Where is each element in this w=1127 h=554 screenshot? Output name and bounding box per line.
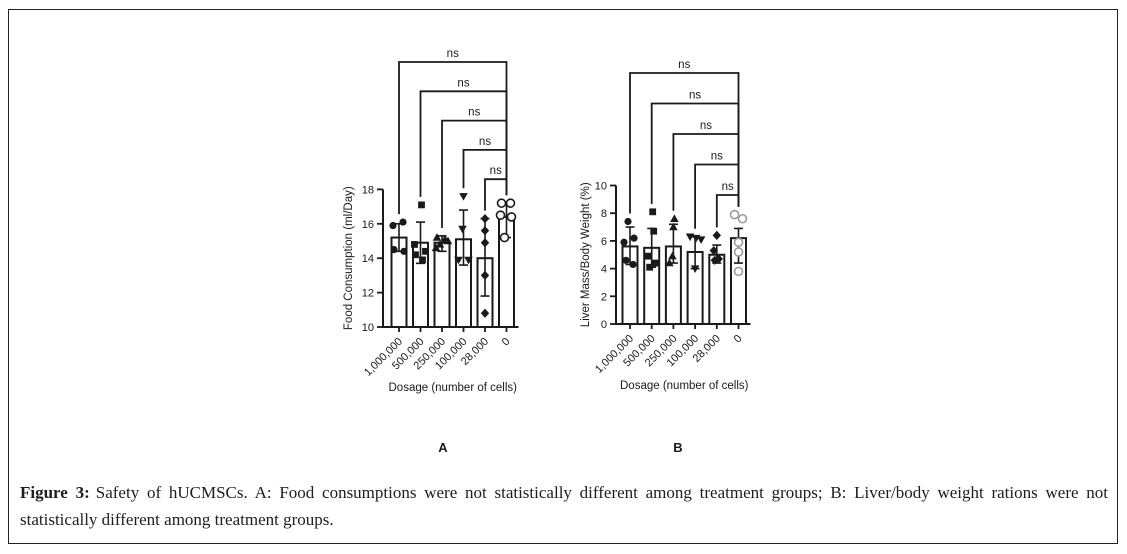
x-axis-label: Dosage (number of cells) [389, 382, 518, 394]
ns-label: ns [711, 151, 723, 163]
x-tick-label: 0 [500, 336, 513, 349]
y-tick-label: 0 [601, 319, 607, 331]
data-point-circle-icon [620, 238, 628, 246]
data-point-circle-icon [389, 221, 397, 230]
figure-caption: Figure 3: Safety of hUCMSCs. A: Food cons… [20, 479, 1108, 533]
data-point-triangle-down-icon [464, 256, 473, 265]
y-tick-label: 10 [595, 181, 607, 193]
data-point-triangle-icon [435, 240, 445, 248]
data-point-triangle-down-icon [454, 256, 463, 265]
data-point-open-circle-icon [499, 232, 510, 243]
data-point-open-circle-icon [733, 266, 744, 277]
data-point-diamond-icon [480, 226, 490, 236]
caption-label: Figure 3: [20, 483, 90, 502]
data-point-open-circle-icon [495, 210, 506, 220]
ns-bracket [715, 194, 740, 228]
data-point-circle-icon [399, 218, 407, 226]
data-point-circle-icon [400, 247, 408, 255]
data-point-open-circle-icon [506, 212, 517, 222]
data-point-square-icon [652, 259, 660, 267]
data-point-triangle-icon [665, 258, 674, 267]
data-point-square-icon [644, 252, 652, 260]
data-point-open-circle-icon [496, 198, 507, 208]
data-point-triangle-icon [431, 243, 441, 252]
data-point-square-icon [649, 208, 657, 216]
ns-label: ns [447, 48, 459, 60]
ns-bracket [484, 178, 508, 211]
charts-canvas: ns ns ns ns ns 10 12 14 16 18 Food Consumption (ml… [343, 48, 751, 455]
y-tick-label: 10 [362, 322, 374, 334]
y-tick-label: 6 [601, 236, 607, 248]
ns-label: ns [479, 136, 491, 148]
ns-label: ns [457, 77, 469, 89]
y-axis-label: Liver Mass/Body Weight (%) [580, 182, 592, 327]
data-point-triangle-icon [443, 236, 453, 245]
y-tick-label: 12 [362, 288, 374, 300]
data-point-diamond-icon [712, 230, 721, 240]
ns-bracket [694, 163, 740, 229]
data-point-triangle-down-icon [696, 236, 706, 244]
data-point-diamond-icon [480, 238, 490, 248]
ns-label: ns [722, 181, 734, 193]
y-tick-label: 2 [601, 291, 607, 303]
ns-label: ns [490, 165, 502, 177]
data-point-open-circle-icon [505, 198, 516, 208]
data-point-square-icon [411, 241, 418, 248]
data-point-triangle-icon [670, 214, 679, 222]
data-point-open-circle-icon [733, 247, 744, 257]
data-point-open-circle-icon [737, 213, 748, 224]
y-tick-label: 8 [601, 208, 607, 220]
data-point-square-icon [646, 263, 654, 271]
y-tick-label: 4 [601, 264, 607, 276]
data-point-circle-icon [622, 256, 630, 264]
y-tick-label: 18 [362, 184, 374, 196]
data-point-diamond-icon [714, 254, 723, 264]
ns-label: ns [689, 90, 701, 102]
caption-text: Safety of hUCMSCs. A: Food consumptions … [20, 483, 1108, 529]
data-point-circle-icon [630, 234, 638, 242]
data-point-diamond-icon [480, 308, 490, 318]
data-point-triangle-icon [669, 222, 678, 231]
data-point-open-circle-icon [733, 237, 744, 248]
y-tick-label: 14 [362, 253, 374, 265]
data-point-square-icon [650, 227, 658, 235]
data-point-square-icon [419, 256, 426, 264]
y-tick-label: 16 [362, 219, 374, 231]
data-point-triangle-icon [668, 251, 677, 260]
bar [433, 241, 451, 328]
ns-label: ns [700, 120, 712, 132]
ns-bracket [462, 149, 508, 196]
data-point-diamond-icon [710, 255, 719, 265]
data-point-square-icon [418, 201, 425, 209]
data-point-triangle-down-icon [458, 225, 467, 234]
data-point-diamond-icon [480, 270, 490, 280]
data-point-diamond-icon [480, 214, 490, 224]
data-point-circle-icon [624, 217, 632, 226]
ns-label: ns [468, 107, 480, 119]
ns-bracket [672, 133, 740, 211]
data-point-triangle-down-icon [459, 193, 468, 201]
data-point-circle-icon [629, 260, 637, 269]
data-point-open-circle-icon [729, 209, 740, 220]
data-point-square-icon [422, 247, 429, 255]
x-axis-label: Dosage (number of cells) [620, 380, 749, 392]
data-point-triangle-icon [432, 233, 442, 241]
panel-label: A [438, 440, 448, 455]
data-point-circle-icon [390, 246, 398, 254]
x-tick-label: 0 [732, 333, 745, 346]
data-point-triangle-down-icon [690, 265, 700, 273]
data-point-square-icon [412, 251, 419, 259]
y-axis-label: Food Consumption (ml/Day) [343, 186, 355, 330]
ns-label: ns [678, 59, 690, 71]
panel-label: B [673, 440, 682, 455]
data-point-diamond-icon [709, 245, 718, 256]
bar [708, 253, 726, 325]
